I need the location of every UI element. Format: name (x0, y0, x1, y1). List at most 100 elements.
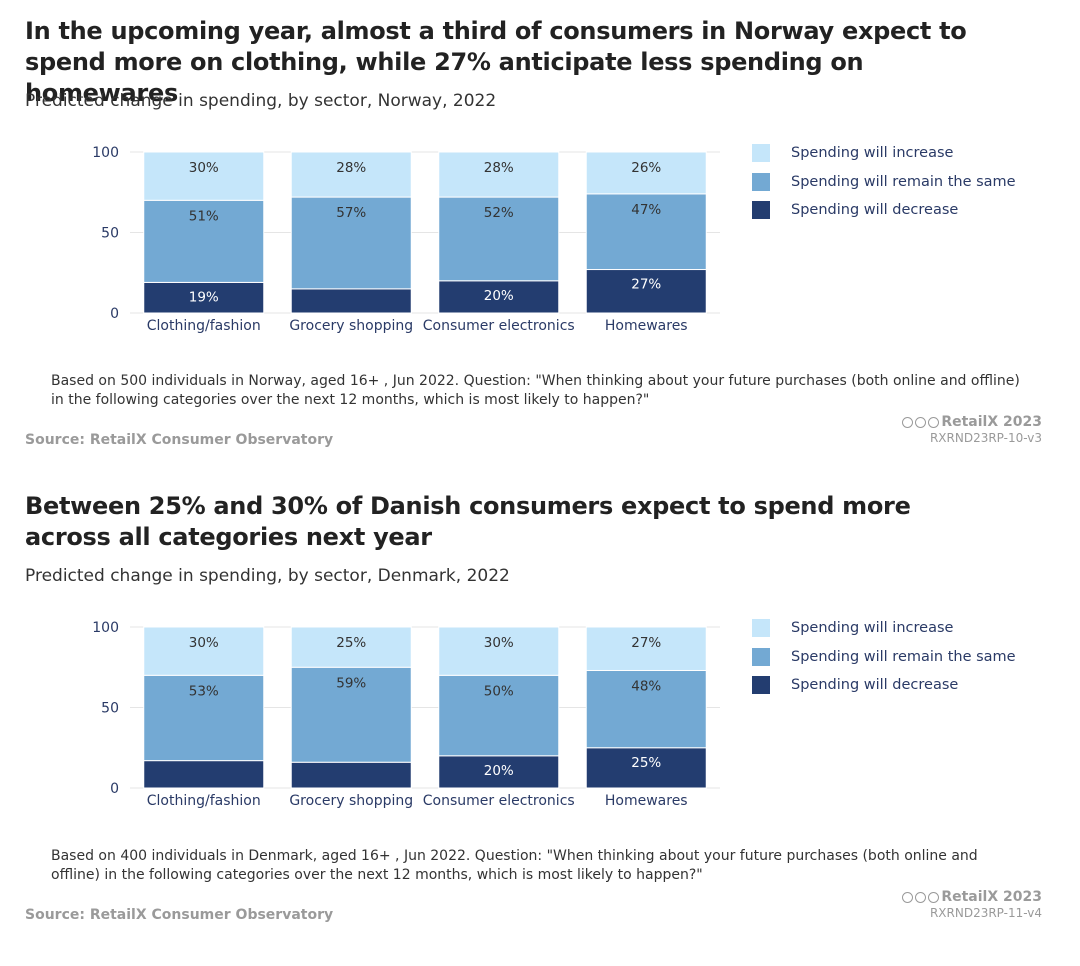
x-tick-label: Consumer electronics (423, 793, 575, 809)
legend-label: Spending will remain the same (791, 173, 1016, 190)
denmark-stacked-bar-chart: 0 50 100 53% 30% Clothing/fashion 59% 25% Grocer… (92, 620, 720, 809)
data-label: 59% (336, 675, 366, 691)
source-credit: Source: RetailX Consumer Observatory (25, 907, 334, 923)
legend-swatch-same (752, 172, 770, 191)
cc-license-icon (902, 416, 914, 428)
x-tick-label: Grocery shopping (289, 793, 413, 809)
data-label: 28% (484, 160, 514, 176)
legend-swatch-decrease (752, 676, 770, 695)
chart-title: Between 25% and 30% of Danish consumers … (25, 492, 911, 551)
chart-subtitle: Predicted change in spending, by sector,… (25, 91, 497, 111)
data-label: 19% (189, 289, 219, 305)
legend-item-same[interactable]: Spending will remain the same (752, 643, 1016, 672)
bar-segment-increase (290, 151, 412, 198)
data-label: 28% (336, 160, 366, 176)
bar-segment-increase (438, 151, 560, 198)
y-tick-label: 100 (92, 620, 119, 636)
data-label: 27% (631, 277, 661, 293)
data-label: 25% (336, 635, 366, 651)
legend-item-same[interactable]: Spending will remain the same (752, 168, 1016, 197)
bar-segment-same (143, 199, 265, 283)
bar-segment-decrease (585, 747, 707, 789)
x-tick-label: Homewares (605, 318, 688, 334)
methodology-note: Based on 400 individuals in Denmark, age… (51, 848, 978, 883)
legend-item-decrease[interactable]: Spending will decrease (752, 671, 1016, 700)
data-label: 47% (631, 202, 661, 218)
legend-label: Spending will decrease (791, 677, 959, 694)
chart-title: In the upcoming year, almost a third of … (25, 17, 967, 107)
legend-label: Spending will increase (791, 620, 954, 637)
bar-segment-increase (585, 151, 707, 195)
data-label: 20% (484, 763, 514, 779)
x-tick-label: Grocery shopping (289, 318, 413, 334)
chart-legend: Spending will increase Spending will rem… (752, 614, 1016, 700)
data-label: 48% (631, 678, 661, 694)
data-label: 51% (189, 208, 219, 224)
bar-segment-same (438, 196, 560, 282)
legend-swatch-same (752, 647, 770, 666)
brand-name: RetailX 2023 (941, 889, 1042, 905)
legend-item-increase[interactable]: Spending will increase (752, 614, 1016, 643)
bar-segment-decrease (438, 280, 560, 314)
y-tick-label: 0 (110, 306, 119, 322)
data-label: 25% (631, 755, 661, 771)
y-tick-label: 50 (101, 226, 119, 242)
y-tick-label: 100 (92, 145, 119, 161)
brand-name: RetailX 2023 (941, 414, 1042, 430)
bar-segment-same (585, 669, 707, 749)
cc-license-icon (902, 891, 914, 903)
legend-swatch-decrease (752, 201, 770, 220)
legend-item-decrease[interactable]: Spending will decrease (752, 196, 1016, 225)
y-tick-label: 50 (101, 701, 119, 717)
bar-segment-same (585, 193, 707, 271)
chart-code: RXRND23RP-11-v4 (929, 906, 1042, 920)
x-tick-label: Clothing/fashion (147, 793, 261, 809)
bar-segment-decrease (143, 281, 265, 314)
bar-segment-decrease (290, 288, 412, 314)
cc-by-icon (915, 416, 927, 428)
x-tick-label: Homewares (605, 793, 688, 809)
bar-segment-increase (290, 626, 412, 668)
data-label: 30% (189, 160, 219, 176)
legend-item-increase[interactable]: Spending will increase (752, 139, 1016, 168)
data-label: 27% (631, 635, 661, 651)
bar-segment-decrease (438, 755, 560, 789)
legend-label: Spending will remain the same (791, 648, 1016, 665)
data-label: 30% (189, 635, 219, 651)
bar-segment-increase (438, 626, 560, 676)
brand-block: RetailX 2023 RXRND23RP-11-v4 (902, 889, 1042, 920)
data-label: 57% (336, 205, 366, 221)
legend-swatch-increase (752, 619, 770, 638)
methodology-note: Based on 500 individuals in Norway, aged… (51, 373, 1020, 408)
data-label: 53% (189, 683, 219, 699)
chart-code: RXRND23RP-10-v3 (929, 431, 1042, 445)
cc-nd-icon (928, 416, 940, 428)
bar-segment-increase (585, 626, 707, 671)
chart-legend: Spending will increase Spending will rem… (752, 139, 1016, 225)
x-tick-label: Clothing/fashion (147, 318, 261, 334)
x-tick-label: Consumer electronics (423, 318, 575, 334)
chart-subtitle: Predicted change in spending, by sector,… (25, 566, 510, 586)
bar-segment-same (438, 674, 560, 757)
bar-segment-same (143, 674, 265, 762)
legend-label: Spending will decrease (791, 202, 959, 219)
norway-chart-panel: In the upcoming year, almost a third of … (0, 0, 1080, 475)
legend-label: Spending will increase (791, 145, 954, 162)
legend-swatch-increase (752, 144, 770, 163)
data-label: 26% (631, 160, 661, 176)
data-label: 52% (484, 205, 514, 221)
denmark-chart-panel: Between 25% and 30% of Danish consumers … (0, 475, 1080, 950)
cc-nd-icon (928, 891, 940, 903)
data-label: 50% (484, 683, 514, 699)
bar-segment-increase (143, 626, 265, 676)
brand-block: RetailX 2023 RXRND23RP-10-v3 (902, 414, 1042, 445)
bar-segment-increase (143, 151, 265, 201)
bar-segment-decrease (143, 760, 265, 789)
y-tick-label: 0 (110, 781, 119, 797)
norway-stacked-bar-chart: 0 50 100 19% 51% 30% Clothing/fashion 57% 28% Gro… (92, 145, 720, 334)
source-credit: Source: RetailX Consumer Observatory (25, 432, 334, 448)
data-label: 20% (484, 288, 514, 304)
bar-segment-same (290, 666, 412, 763)
bar-segment-decrease (290, 761, 412, 789)
cc-by-icon (915, 891, 927, 903)
